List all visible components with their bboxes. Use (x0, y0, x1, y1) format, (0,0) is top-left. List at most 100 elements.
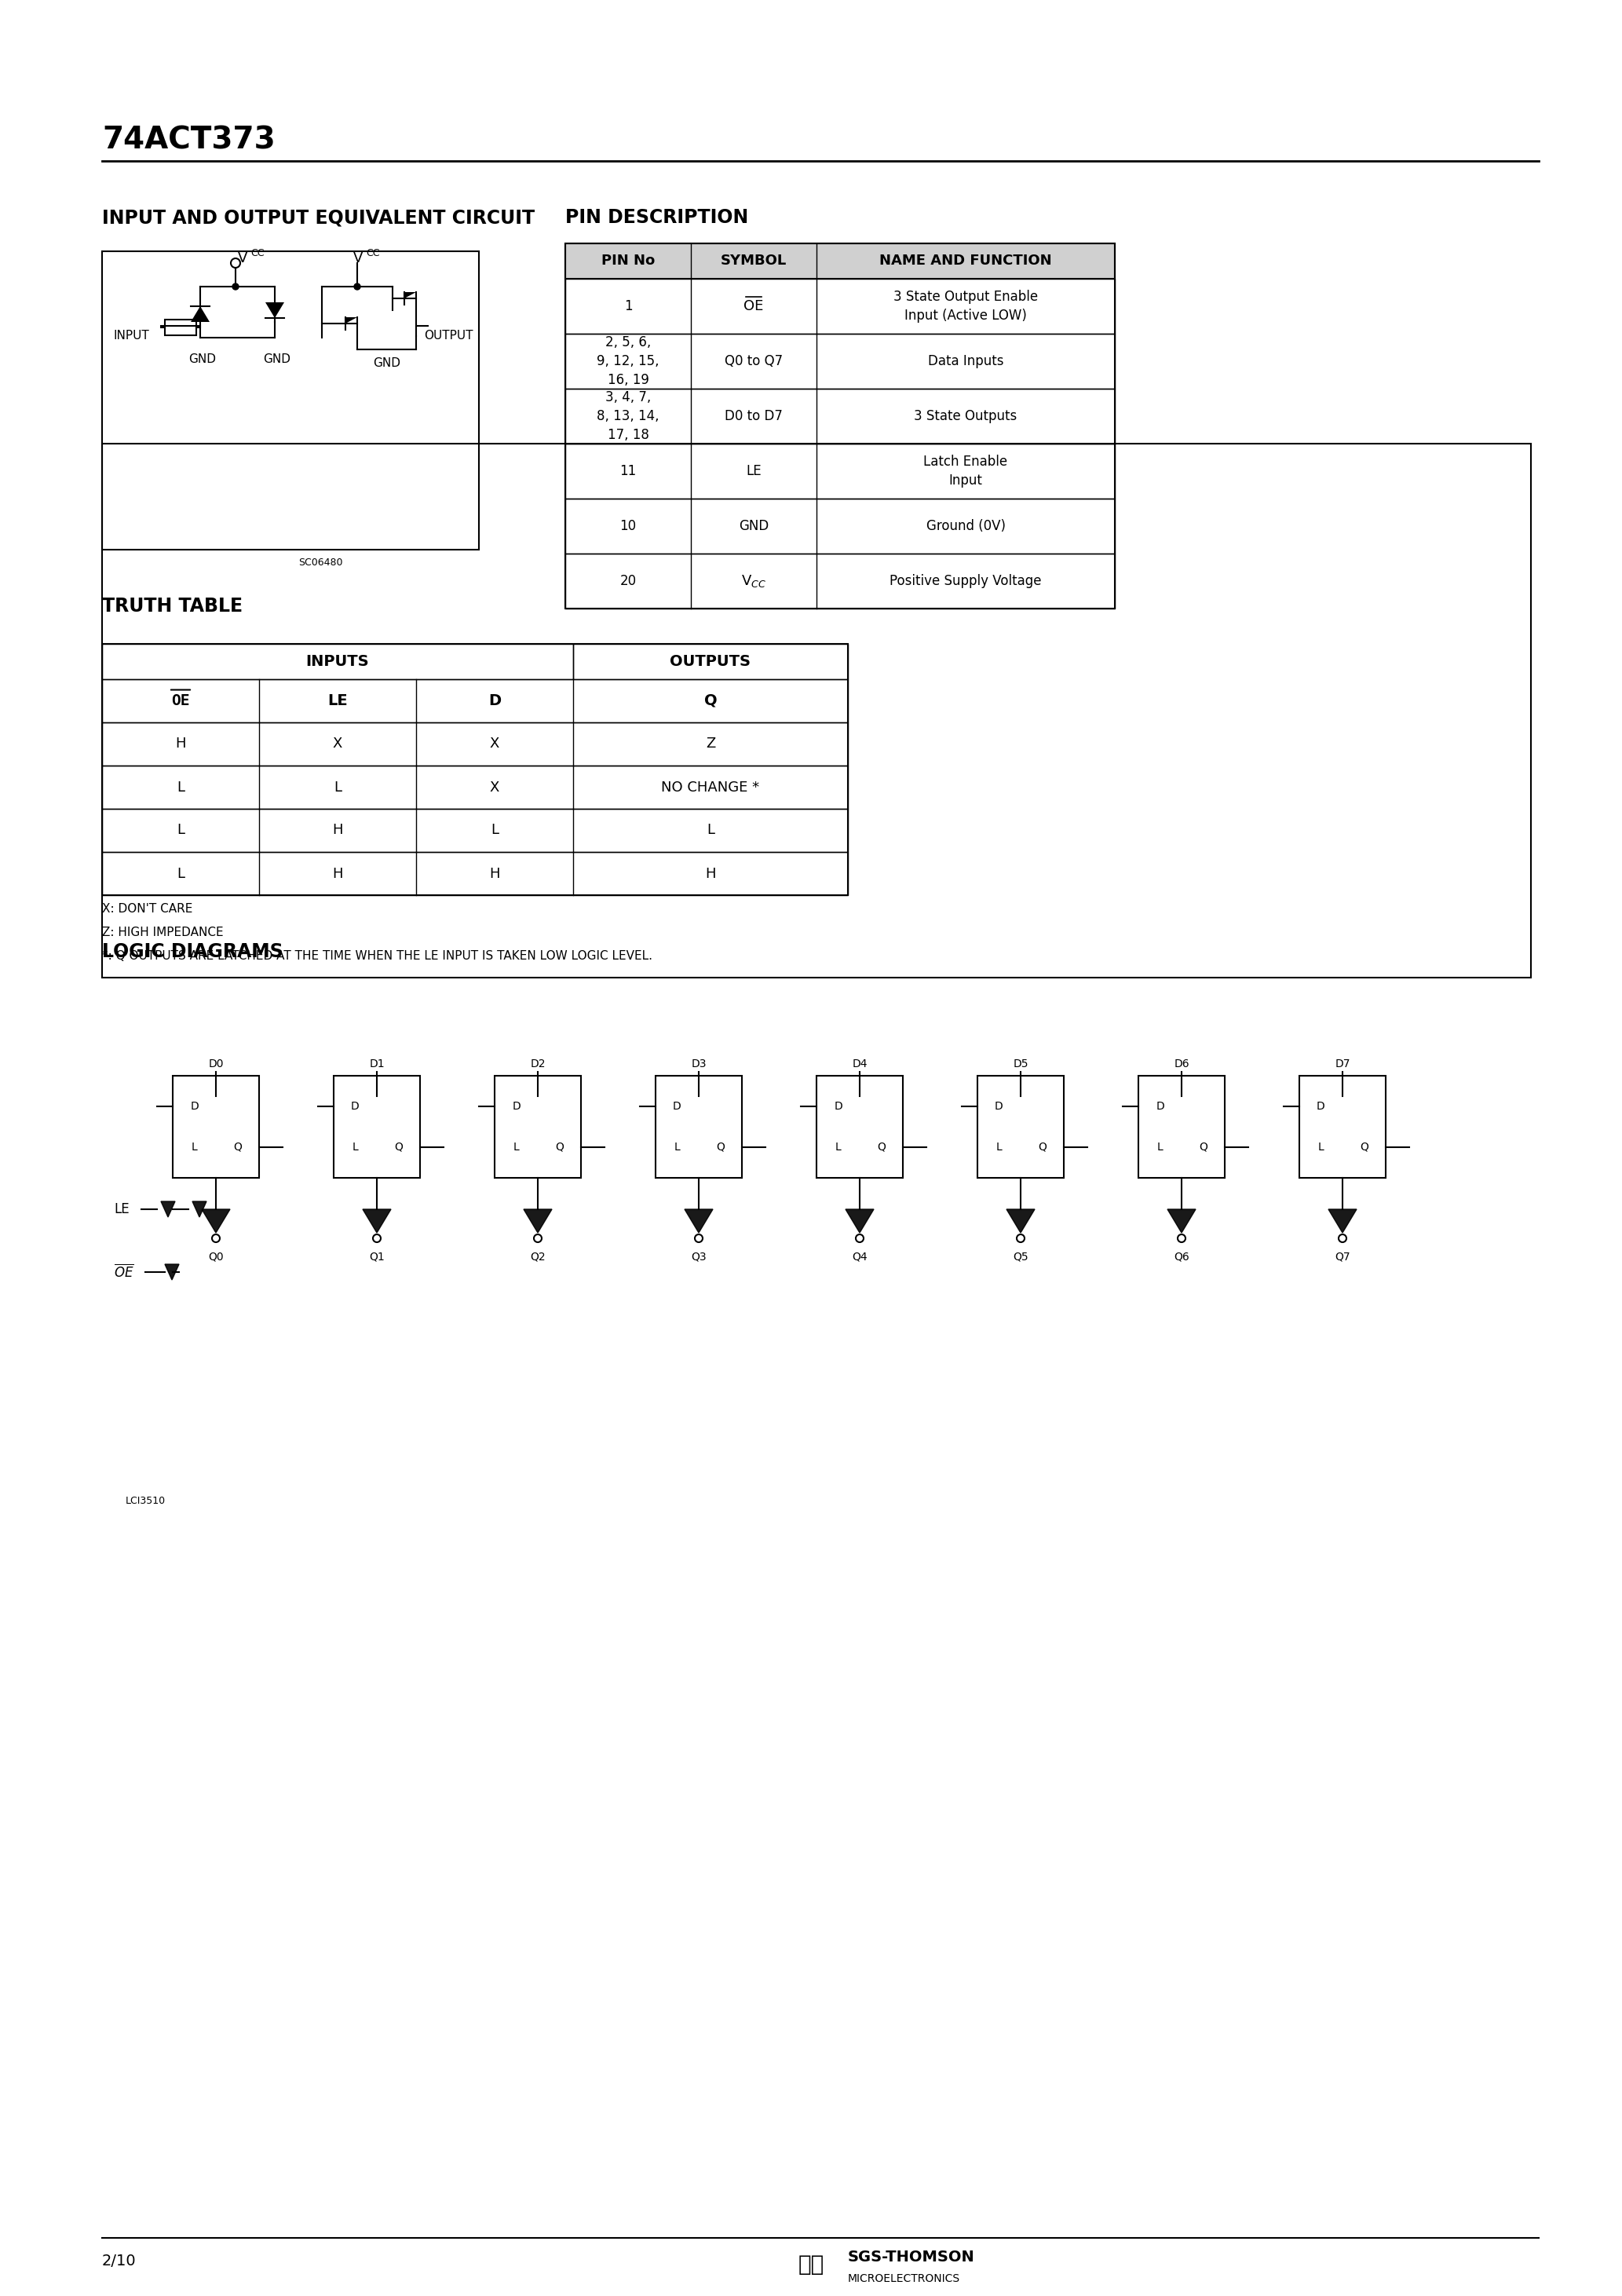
Bar (564, 333, 1114, 388)
Text: *: Q OUTPUTS ARE LATCHED AT THE TIME WHEN THE LE INPUT IS TAKEN LOW LOGIC LEVEL.: *: Q OUTPUTS ARE LATCHED AT THE TIME WHE… (102, 951, 652, 962)
Text: D0: D0 (208, 1058, 224, 1070)
Bar (655, 1077, 741, 1178)
Text: D6: D6 (1174, 1058, 1189, 1070)
Text: L: L (675, 1141, 680, 1153)
Text: D: D (994, 1100, 1004, 1111)
Text: 3, 4, 7,
8, 13, 14,
17, 18: 3, 4, 7, 8, 13, 14, 17, 18 (597, 390, 659, 441)
Polygon shape (1007, 1210, 1035, 1233)
Polygon shape (266, 303, 284, 319)
Bar (102, 765, 848, 808)
Text: MICROELECTRONICS: MICROELECTRONICS (848, 2273, 960, 2285)
Text: CC: CC (367, 248, 380, 259)
Text: Latch Enable
Input: Latch Enable Input (923, 455, 1007, 487)
Text: GND: GND (263, 354, 290, 365)
Polygon shape (845, 1210, 874, 1233)
Text: D: D (673, 1100, 681, 1111)
Text: Q: Q (555, 1141, 564, 1153)
Text: INPUT AND OUTPUT EQUIVALENT CIRCUIT: INPUT AND OUTPUT EQUIVALENT CIRCUIT (102, 209, 535, 227)
Text: Q0: Q0 (208, 1251, 224, 1263)
Polygon shape (165, 1265, 178, 1279)
Text: D: D (488, 693, 501, 707)
Text: NO CHANGE *: NO CHANGE * (662, 781, 759, 794)
Bar (564, 553, 1114, 608)
Bar (1139, 1077, 1225, 1178)
Bar (172, 1077, 260, 1178)
Bar (573, 643, 848, 680)
Text: Ground (0V): Ground (0V) (926, 519, 1006, 533)
Bar (978, 1077, 1064, 1178)
Text: LE: LE (328, 693, 347, 707)
Text: D: D (190, 1100, 198, 1111)
Text: 20: 20 (620, 574, 636, 588)
Bar (102, 808, 848, 852)
Bar (102, 443, 1531, 978)
Text: GND: GND (738, 519, 769, 533)
Bar (165, 319, 196, 335)
Text: 11: 11 (620, 464, 636, 478)
Text: 74ACT373: 74ACT373 (102, 126, 276, 156)
Text: H: H (333, 866, 342, 882)
Text: L: L (1317, 1141, 1324, 1153)
Text: D: D (834, 1100, 842, 1111)
Text: SC06480: SC06480 (298, 558, 342, 567)
Bar (102, 723, 848, 765)
Text: Q: Q (394, 1141, 402, 1153)
Text: GND: GND (373, 358, 401, 370)
Text: D4: D4 (852, 1058, 868, 1070)
Text: V: V (238, 250, 248, 266)
Text: D: D (1317, 1100, 1325, 1111)
Text: 2/10: 2/10 (102, 2255, 136, 2268)
Polygon shape (1168, 1210, 1195, 1233)
Text: L: L (513, 1141, 519, 1153)
Bar (102, 680, 848, 723)
Text: H: H (333, 824, 342, 838)
Text: PIN No: PIN No (602, 253, 655, 269)
Text: Q: Q (1038, 1141, 1046, 1153)
Polygon shape (1328, 1210, 1356, 1233)
Text: H: H (175, 737, 187, 751)
Bar (102, 643, 848, 895)
Text: Q1: Q1 (370, 1251, 384, 1263)
Text: SYMBOL: SYMBOL (720, 253, 787, 269)
Text: Q: Q (704, 693, 717, 707)
Text: CC: CC (250, 248, 264, 259)
Text: L: L (352, 1141, 358, 1153)
Polygon shape (161, 1201, 175, 1217)
Text: H: H (706, 866, 715, 882)
Polygon shape (193, 1201, 206, 1217)
Bar (564, 498, 1114, 553)
Text: Z: HIGH IMPEDANCE: Z: HIGH IMPEDANCE (102, 928, 224, 939)
Text: OE: OE (172, 693, 190, 707)
Text: D: D (513, 1100, 521, 1111)
Bar (564, 243, 1114, 608)
Text: L: L (334, 781, 342, 794)
Polygon shape (404, 292, 417, 298)
Polygon shape (191, 305, 209, 321)
Text: Q: Q (878, 1141, 886, 1153)
Text: OUTPUTS: OUTPUTS (670, 654, 751, 668)
Bar (334, 1077, 420, 1178)
Text: 10: 10 (620, 519, 636, 533)
Text: 3 State Output Enable
Input (Active LOW): 3 State Output Enable Input (Active LOW) (894, 289, 1038, 321)
Text: LOGIC DIAGRAMS: LOGIC DIAGRAMS (102, 941, 284, 962)
Text: INPUT: INPUT (114, 331, 149, 342)
Text: L: L (177, 781, 185, 794)
Text: Z: Z (706, 737, 715, 751)
Text: LCI3510: LCI3510 (125, 1497, 165, 1506)
Polygon shape (363, 1210, 391, 1233)
Text: H: H (490, 866, 500, 882)
Bar (495, 1077, 581, 1178)
Text: D3: D3 (691, 1058, 707, 1070)
Text: L: L (996, 1141, 1002, 1153)
Text: Data Inputs: Data Inputs (928, 354, 1004, 367)
Text: Q6: Q6 (1174, 1251, 1189, 1263)
Text: D1: D1 (370, 1058, 384, 1070)
Text: 𝓢𝓣: 𝓢𝓣 (798, 2255, 824, 2275)
Text: SGS-THOMSON: SGS-THOMSON (848, 2250, 975, 2264)
Text: L: L (177, 824, 185, 838)
Text: X: X (333, 737, 342, 751)
Text: D: D (1156, 1100, 1165, 1111)
Text: Q7: Q7 (1335, 1251, 1350, 1263)
Bar (102, 250, 478, 549)
Text: LE: LE (746, 464, 761, 478)
